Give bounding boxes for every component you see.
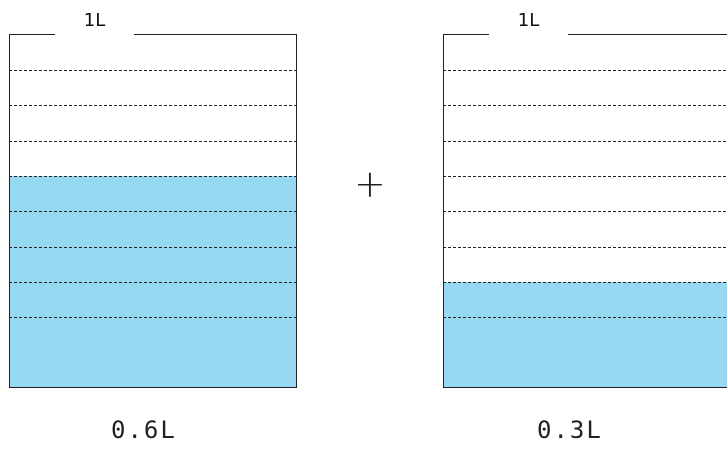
beaker-left: 1L <box>9 10 297 388</box>
water-fill <box>443 282 727 388</box>
plus-operator: + <box>354 162 386 206</box>
graduation-mark <box>443 176 727 177</box>
beaker-rim <box>443 34 489 35</box>
graduation-mark <box>9 247 297 248</box>
graduation-mark <box>9 211 297 212</box>
graduation-mark <box>9 317 297 318</box>
beaker-right: 1L <box>443 10 727 388</box>
graduation-mark <box>9 282 297 283</box>
graduation-mark <box>443 211 727 212</box>
graduation-mark <box>9 105 297 106</box>
graduation-mark <box>9 70 297 71</box>
graduation-mark <box>443 70 727 71</box>
amount-label-right: 0.3L <box>537 416 603 444</box>
capacity-label: 1L <box>517 10 540 31</box>
graduation-mark <box>443 247 727 248</box>
beaker-rim <box>568 34 727 35</box>
beaker-wall <box>9 34 10 388</box>
graduation-mark <box>443 282 727 283</box>
beaker-base <box>9 387 297 388</box>
beaker-rim <box>9 34 55 35</box>
beaker-wall <box>296 34 297 388</box>
graduation-mark <box>9 141 297 142</box>
graduation-mark <box>443 141 727 142</box>
capacity-label: 1L <box>83 10 106 31</box>
graduation-mark <box>9 176 297 177</box>
graduation-mark <box>443 317 727 318</box>
graduation-mark <box>443 105 727 106</box>
beaker-wall <box>443 34 444 388</box>
beaker-base <box>443 387 727 388</box>
beaker-rim <box>134 34 297 35</box>
amount-label-left: 0.6L <box>111 416 177 444</box>
